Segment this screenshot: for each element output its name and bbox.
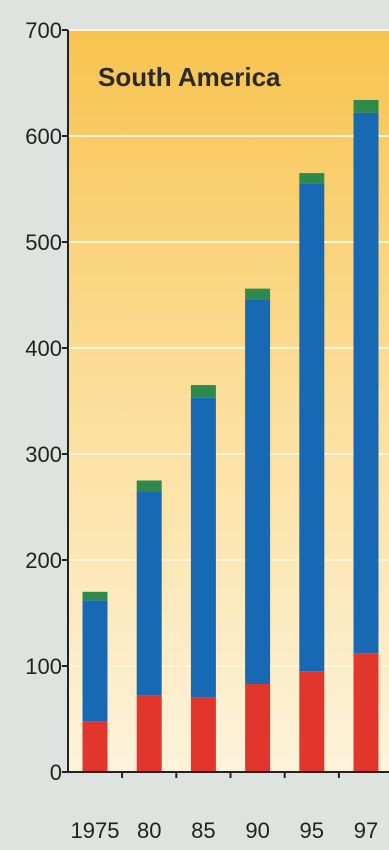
y-tick-label: 200 <box>25 548 62 573</box>
chart-title: South America <box>98 62 281 92</box>
bars <box>82 99 379 772</box>
bar-segment-green <box>136 480 162 492</box>
bar-segment-red <box>353 653 379 772</box>
y-tick-labels: 0 100 200 300 400 500 600 700 <box>25 18 62 785</box>
x-tick-label: 95 <box>300 818 324 843</box>
bar-segment-green <box>299 173 325 184</box>
y-tick-label: 0 <box>50 760 62 785</box>
y-tick-label: 600 <box>25 124 62 149</box>
y-tick-label: 400 <box>25 336 62 361</box>
bar-segment-red <box>299 671 325 772</box>
x-tick-labels: 1975 80 85 90 95 97 <box>71 818 379 843</box>
grid-lines <box>68 29 389 667</box>
bar-segment-red <box>190 697 216 772</box>
bar-segment-green <box>82 591 108 601</box>
plot-area <box>68 30 389 772</box>
y-tick-label: 300 <box>25 442 62 467</box>
y-tick-label: 100 <box>25 654 62 679</box>
axes <box>62 29 389 778</box>
bar-segment-red <box>245 684 271 772</box>
bar-segment-blue <box>136 491 162 696</box>
x-tick-label: 97 <box>354 818 378 843</box>
bar-segment-blue <box>82 600 108 722</box>
x-tick-label: 1975 <box>71 818 120 843</box>
bar-segment-green <box>190 385 216 398</box>
bar-segment-red <box>136 695 162 772</box>
y-tick-label: 700 <box>25 18 62 43</box>
x-tick-label: 90 <box>245 818 269 843</box>
x-tick-label: 85 <box>191 818 215 843</box>
bar-segment-blue <box>245 299 271 685</box>
bar-segment-blue <box>190 397 216 698</box>
bar-segment-green <box>353 99 379 113</box>
bar-segment-green <box>245 288 271 300</box>
x-tick-label: 80 <box>137 818 161 843</box>
bar-segment-blue <box>353 112 379 654</box>
bar-segment-blue <box>299 183 325 672</box>
y-tick-label: 500 <box>25 230 62 255</box>
bar-segment-red <box>82 721 108 772</box>
